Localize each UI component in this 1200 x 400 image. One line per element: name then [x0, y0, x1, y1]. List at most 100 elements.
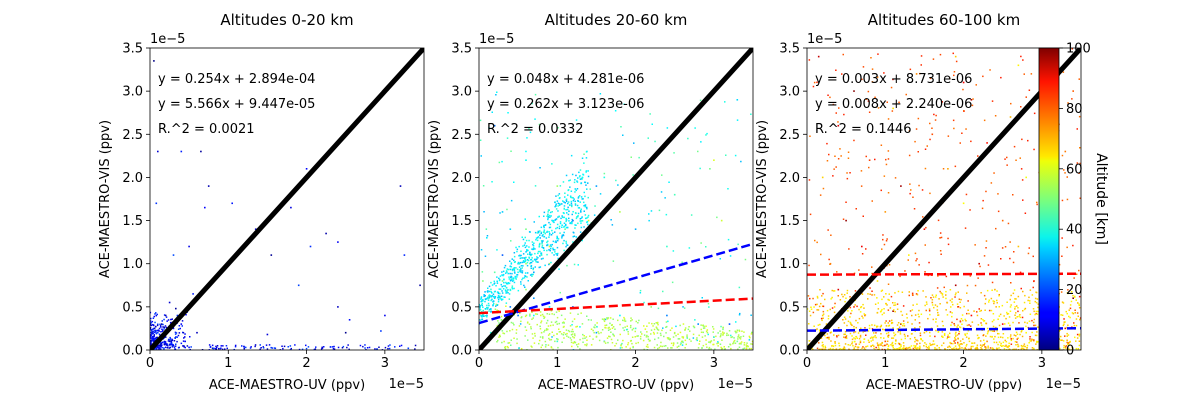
data-point: [556, 340, 559, 343]
y-tick-label: 1.0: [122, 257, 143, 272]
data-point: [915, 73, 918, 75]
data-point: [650, 306, 652, 308]
panel-title: Altitudes 20-60 km: [545, 11, 688, 29]
data-point: [188, 245, 190, 248]
x-tick-label: 3: [710, 356, 718, 371]
data-point: [270, 254, 273, 256]
data-point: [305, 168, 308, 170]
data-point: [962, 81, 965, 84]
data-point: [525, 262, 527, 265]
data-point: [853, 90, 855, 92]
data-point: [603, 176, 606, 179]
data-point: [829, 331, 832, 334]
data-point: [595, 185, 598, 187]
x-offset-label: 1e−5: [1046, 377, 1081, 392]
data-point: [407, 347, 410, 350]
fit-annotation: y = 0.048x + 4.281e-06: [487, 72, 644, 87]
data-point: [970, 99, 973, 101]
scatter-panel-2: 0 1 2 3 0.0 0.5 1.0 1.5 2.0 2.5 3.0 3.5 1e−5 1e−5 Alti…: [427, 11, 754, 393]
data-point: [501, 254, 504, 256]
data-point: [556, 323, 559, 325]
density-texture: [150, 311, 417, 350]
data-point: [868, 327, 871, 330]
data-point: [403, 254, 406, 256]
data-point: [517, 314, 519, 317]
x-tick-label: 0: [475, 356, 483, 371]
data-point: [923, 331, 926, 334]
y-tick-label: 3.5: [779, 42, 800, 57]
data-point: [337, 306, 339, 308]
data-point: [172, 254, 175, 256]
scatter-panel-1: 0 1 2 3 0.0 0.5 1.0 1.5 2.0 2.5 3.0 3.5 1e−5 1e−5 Alti…: [98, 11, 425, 393]
data-point: [908, 254, 910, 256]
one-to-one-line: [150, 48, 424, 350]
plot-area: [479, 48, 753, 350]
data-point: [164, 336, 167, 338]
data-point: [501, 211, 504, 213]
data-point: [931, 133, 934, 136]
data-point: [892, 310, 894, 312]
x-axis-label: ACE-MAESTRO-UV (ppv): [866, 378, 1022, 393]
data-point: [509, 228, 512, 230]
data-point: [180, 323, 183, 325]
data-point: [380, 330, 382, 332]
data-point: [200, 150, 202, 153]
data-point: [501, 280, 504, 282]
data-point: [634, 327, 637, 330]
data-point: [509, 288, 512, 291]
colorbar-tick-label: 60: [1066, 162, 1083, 177]
data-point: [180, 150, 183, 153]
y-tick-label: 1.0: [779, 257, 800, 272]
data-point: [297, 284, 300, 287]
data-point: [947, 168, 949, 170]
data-point: [713, 159, 715, 161]
fit-annotation: R.^2 = 0.1446: [815, 122, 912, 137]
y-tick-label: 0.5: [122, 300, 143, 315]
data-point: [709, 168, 711, 170]
data-point: [947, 336, 949, 338]
data-point: [853, 306, 855, 308]
data-point: [337, 241, 339, 243]
data-point: [493, 271, 496, 274]
axes-frame: [478, 47, 754, 351]
x-offset-label: 1e−5: [718, 377, 753, 392]
plot-area: [150, 48, 424, 350]
data-point: [923, 228, 926, 230]
data-point: [157, 150, 159, 153]
data-point: [155, 202, 158, 205]
regression-line: [807, 272, 1081, 276]
fit-annotation: y = 0.003x + 8.731e-06: [815, 72, 972, 87]
y-tick-label: 3.5: [122, 42, 143, 57]
data-point: [175, 307, 177, 310]
data-point: [1064, 150, 1067, 153]
data-point: [157, 331, 159, 334]
data-point: [564, 228, 566, 230]
data-point: [892, 107, 894, 110]
data-point: [634, 228, 637, 230]
data-point: [900, 185, 902, 187]
data-point: [1009, 116, 1012, 118]
data-point: [994, 288, 996, 291]
fit-annotation: y = 0.262x + 3.123e-06: [487, 97, 644, 112]
data-point: [489, 331, 492, 334]
fit-annotation: R.^2 = 0.0332: [487, 122, 584, 137]
data-point: [978, 262, 980, 265]
data-point: [1064, 327, 1067, 330]
data-point: [399, 185, 402, 187]
colorbar-label: Altitude [km]: [1093, 153, 1109, 245]
data-point: [939, 237, 941, 239]
data-point: [1025, 331, 1027, 334]
data-point: [666, 314, 668, 317]
data-point: [619, 314, 621, 317]
x-tick-label: 0: [803, 356, 811, 371]
data-point: [681, 340, 684, 343]
data-point: [556, 254, 559, 256]
data-point: [509, 306, 512, 308]
data-point: [728, 323, 731, 325]
data-point: [348, 319, 351, 321]
data-point: [962, 202, 965, 205]
data-point: [1072, 297, 1074, 299]
data-point: [931, 301, 934, 304]
data-point: [188, 346, 190, 349]
y-axis-label: ACE-MAESTRO-VIS (ppv): [755, 120, 770, 278]
